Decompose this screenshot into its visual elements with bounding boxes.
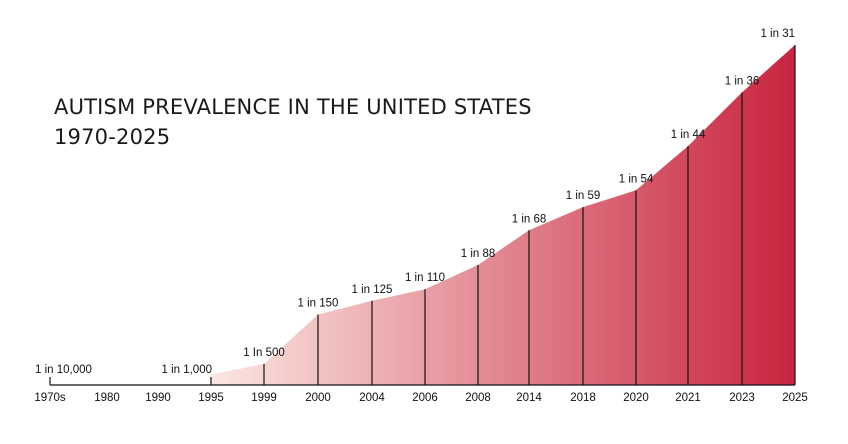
data-label-2020: 1 in 54	[619, 173, 654, 185]
data-label-2023: 1 in 36	[725, 75, 760, 87]
x-tick-label: 2000	[305, 392, 331, 404]
x-tick-label: 1995	[198, 392, 224, 404]
x-tick-label: 1980	[94, 392, 120, 404]
x-tick-label: 2014	[516, 392, 542, 404]
data-label-2021: 1 in 44	[671, 129, 706, 141]
x-tick-label: 1999	[251, 392, 277, 404]
data-label-2008: 1 in 88	[461, 248, 496, 260]
x-tick-label: 2018	[570, 392, 596, 404]
x-tick-label: 2006	[412, 392, 438, 404]
chart-title: AUTISM PREVALENCE IN THE UNITED STATES 1…	[54, 92, 532, 152]
data-label-1970s: 1 in 10,000	[35, 364, 92, 376]
prevalence-area	[211, 45, 795, 385]
data-label-2000: 1 in 150	[298, 298, 339, 310]
x-tick-label: 1970s	[34, 392, 66, 404]
data-label-2014: 1 in 68	[512, 213, 547, 225]
x-tick-label: 2020	[623, 392, 649, 404]
data-label-1999: 1 In 500	[243, 347, 285, 359]
chart-title-main: AUTISM PREVALENCE IN THE UNITED STATES	[54, 95, 532, 119]
data-label-2006: 1 in 110	[405, 272, 445, 284]
x-tick-label: 2008	[465, 392, 491, 404]
x-tick-label: 2025	[782, 392, 808, 404]
data-label-2004: 1 in 125	[352, 284, 393, 296]
data-label-1995: 1 in 1,000	[161, 364, 212, 376]
x-tick-label: 2023	[729, 392, 755, 404]
data-label-2025: 1 in 31	[760, 28, 795, 40]
x-tick-label: 2021	[675, 392, 701, 404]
x-tick-label: 2004	[359, 392, 385, 404]
chart-subtitle: 1970-2025	[54, 125, 171, 149]
data-label-2018: 1 in 59	[566, 190, 601, 202]
x-tick-label: 1990	[145, 392, 171, 404]
